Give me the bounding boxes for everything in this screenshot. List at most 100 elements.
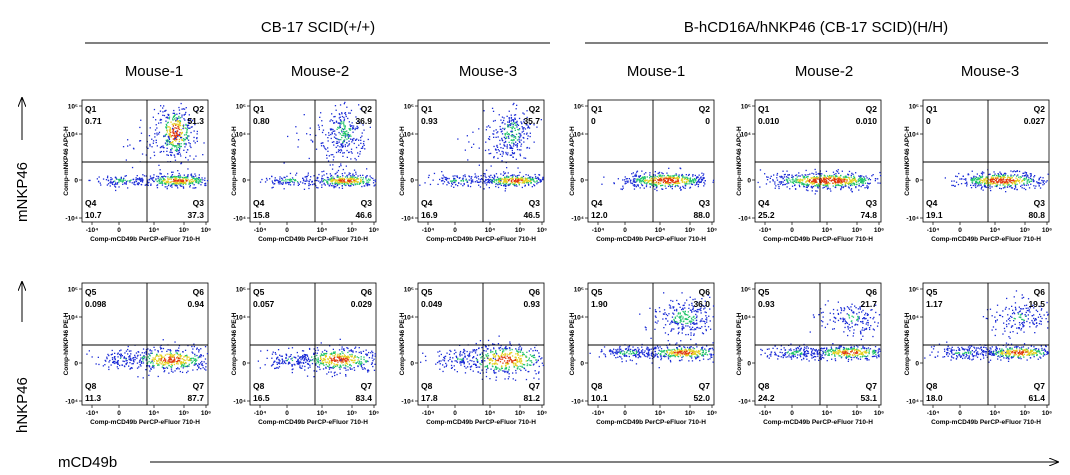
event-dot	[352, 178, 355, 181]
event-dot	[313, 183, 315, 185]
x-tick-label: 10⁵	[515, 227, 525, 234]
event-dot	[167, 139, 169, 141]
event-dot	[311, 183, 314, 186]
event-dot	[349, 178, 351, 180]
event-dot	[126, 362, 128, 364]
event-dot	[274, 360, 276, 362]
event-dot	[167, 135, 169, 138]
event-dot	[823, 174, 825, 176]
event-dot	[466, 181, 468, 183]
event-dot	[324, 355, 327, 357]
event-dot	[666, 174, 669, 176]
event-dot	[328, 361, 330, 363]
event-dot	[325, 367, 327, 369]
event-dot	[975, 180, 977, 182]
event-dot	[442, 183, 444, 185]
event-dot	[520, 143, 523, 145]
mouse-label: Mouse-1	[627, 63, 685, 80]
event-dot	[496, 152, 498, 154]
event-dot	[156, 175, 158, 177]
event-dot	[324, 361, 326, 363]
event-dot	[150, 352, 152, 354]
event-dot	[347, 359, 349, 361]
event-dot	[448, 177, 450, 180]
event-dot	[167, 117, 169, 119]
event-dot	[296, 361, 298, 363]
quadrant-value: 12.0	[591, 210, 608, 220]
event-dot	[776, 179, 779, 181]
event-dot	[442, 179, 444, 182]
event-dot	[143, 175, 146, 177]
event-dot	[844, 175, 847, 177]
event-dot	[1009, 180, 1011, 182]
event-dot	[511, 178, 513, 180]
event-dot	[991, 186, 993, 188]
event-dot	[174, 114, 176, 116]
event-dot	[296, 351, 298, 354]
event-dot	[509, 124, 512, 126]
event-dot	[340, 144, 343, 147]
event-dot	[769, 177, 771, 179]
event-dot	[346, 362, 348, 364]
event-dot	[189, 182, 192, 185]
event-dot	[295, 126, 297, 128]
event-dot	[335, 365, 337, 368]
event-dot	[807, 180, 809, 182]
event-dot	[108, 366, 110, 368]
event-dot	[502, 140, 504, 142]
event-dot	[634, 180, 636, 182]
event-dot	[123, 356, 125, 358]
event-dot	[677, 175, 680, 177]
y-tick-label: 0	[242, 178, 246, 185]
event-dot	[171, 365, 173, 367]
event-dot	[355, 173, 357, 175]
event-dot	[526, 178, 528, 181]
event-dot	[837, 169, 839, 171]
event-dot	[371, 350, 373, 352]
event-dot	[478, 147, 480, 149]
event-dot	[205, 184, 207, 186]
event-dot	[343, 349, 345, 351]
event-dot	[825, 185, 827, 187]
event-dot	[160, 173, 162, 175]
event-dot	[499, 153, 502, 155]
event-dot	[343, 116, 345, 119]
event-dot	[299, 357, 301, 359]
event-dot	[433, 172, 436, 175]
event-dot	[673, 175, 675, 177]
event-dot	[194, 173, 196, 175]
event-dot	[325, 363, 327, 366]
event-dot	[162, 107, 164, 109]
event-dot	[496, 132, 498, 134]
event-dot	[357, 178, 359, 180]
event-dot	[280, 183, 282, 185]
event-dot	[665, 181, 667, 183]
event-dot	[349, 124, 351, 126]
event-dot	[690, 180, 693, 182]
event-dot	[339, 177, 341, 180]
event-dot	[328, 371, 330, 373]
event-dot	[1002, 182, 1004, 184]
event-dot	[116, 362, 118, 364]
event-dot	[119, 364, 121, 367]
event-dot	[331, 180, 334, 182]
event-dot	[848, 177, 850, 179]
event-dot	[351, 350, 353, 352]
event-dot	[303, 353, 305, 356]
event-dot	[1009, 178, 1011, 180]
event-dot	[337, 145, 339, 147]
event-dot	[166, 131, 168, 133]
event-dot	[168, 140, 170, 142]
event-dot	[510, 181, 513, 183]
event-dot	[341, 346, 343, 348]
event-dot	[172, 359, 174, 362]
event-dot	[471, 176, 473, 178]
event-dot	[172, 119, 174, 121]
event-dot	[468, 175, 470, 177]
event-dot	[639, 180, 641, 182]
event-dot	[690, 183, 693, 185]
event-dot	[639, 179, 642, 181]
event-dot	[339, 149, 341, 151]
event-dot	[857, 181, 859, 183]
event-dot	[335, 137, 337, 139]
